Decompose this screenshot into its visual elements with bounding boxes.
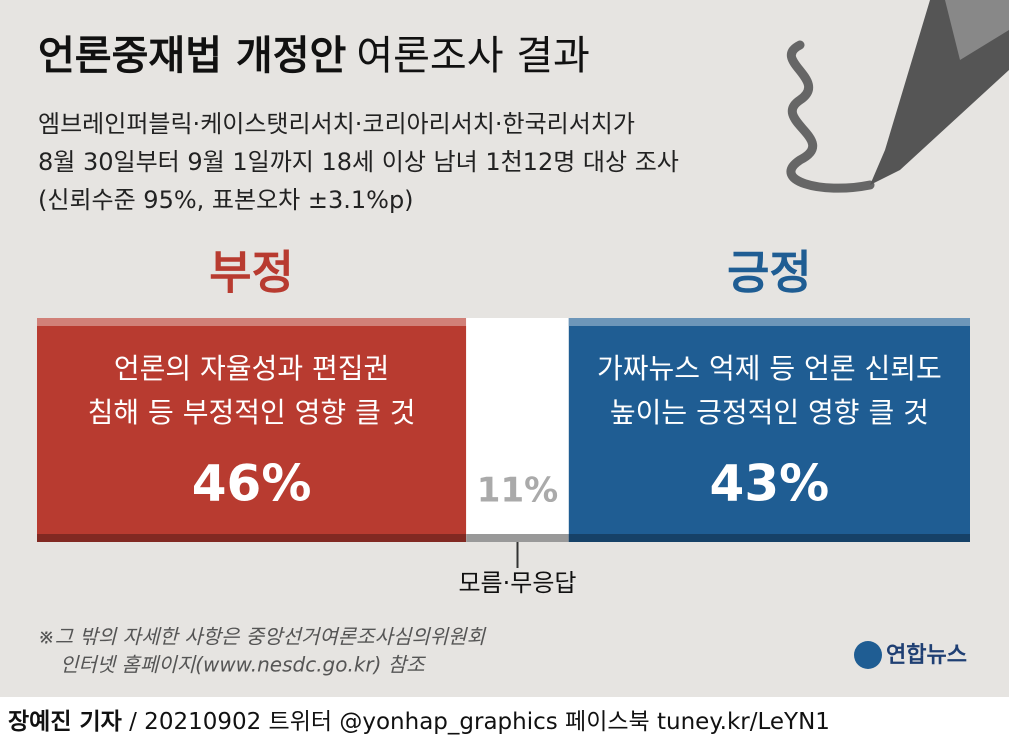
- title: 언론중재법 개정안 여론조사 결과: [38, 33, 590, 79]
- title-light: 여론조사 결과: [356, 33, 590, 79]
- description: 가짜뉴스 억제 등 언론 신뢰도: [597, 352, 942, 385]
- subtitle: 8월 30일부터 9월 1일까지 18세 이상 남녀 1천12명 대상 조사: [38, 148, 679, 176]
- title-bold: 언론중재법 개정안: [38, 33, 347, 79]
- bar-bottom-strip: [568, 534, 970, 542]
- bar-segment: [568, 318, 970, 542]
- description: 언론의 자율성과 편집권: [114, 352, 389, 385]
- source: 연합뉴스: [886, 642, 967, 668]
- credit: 장예진 기자 / 20210902 트위터 @yonhap_graphics 페…: [8, 709, 830, 735]
- bar-bottom-strip: [37, 534, 467, 542]
- pen-illustration: [786, 0, 1009, 193]
- bar-segment: [37, 318, 467, 542]
- value-label: 46%: [192, 455, 312, 513]
- credit-text: / 20210902 트위터 @yonhap_graphics 페이스북 tun…: [122, 709, 830, 735]
- footnote: 인터넷 홈페이지(www.nesdc.go.kr) 참조: [60, 653, 426, 677]
- description: 높이는 긍정적인 영향 클 것: [610, 396, 929, 429]
- value-label: 11%: [477, 471, 558, 511]
- subtitle: 엠브레인퍼블릭·케이스탯리서치·코리아리서치·한국리서치가: [38, 110, 635, 138]
- value-label: 43%: [710, 455, 830, 513]
- subtitle: (신뢰수준 95%, 표본오차 ±3.1%p): [38, 186, 414, 214]
- bar-segment: [466, 318, 569, 542]
- source-logo: [854, 641, 882, 669]
- footnote: ※그 밖의 자세한 사항은 중앙선거여론조사심의위원회: [38, 625, 487, 649]
- header-label: 부정: [209, 246, 294, 300]
- bar-bottom-strip: [466, 534, 569, 542]
- bar-top-strip: [37, 318, 467, 326]
- bar-top-strip: [466, 318, 569, 326]
- bar-top-strip: [568, 318, 970, 326]
- header-label: 긍정: [727, 246, 812, 300]
- description: 침해 등 부정적인 영향 클 것: [88, 396, 416, 429]
- credit-bold: 장예진 기자: [8, 709, 122, 735]
- category-label: 모름·무응답: [458, 569, 576, 597]
